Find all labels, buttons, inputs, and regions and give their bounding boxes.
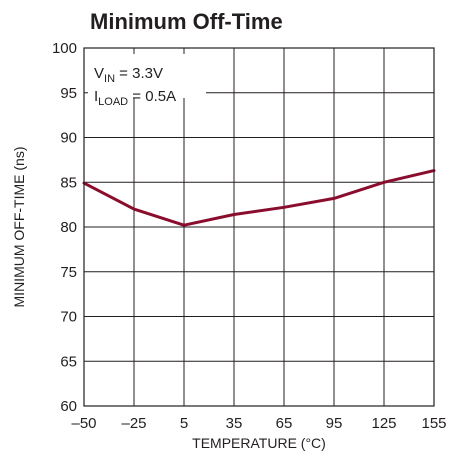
y-tick-label: 85 <box>60 174 77 191</box>
y-tick-label: 80 <box>60 219 77 236</box>
annotation-box: VIN = 3.3V ILOAD = 0.5A <box>88 54 206 108</box>
x-tick-label: 95 <box>326 415 343 432</box>
y-tick-label: 60 <box>60 398 77 415</box>
grid <box>84 48 434 406</box>
y-tick-label: 90 <box>60 130 77 147</box>
y-axis-label: MINIMUM OFF-TIME (ns) <box>11 147 27 308</box>
x-tick-label: –50 <box>71 415 96 432</box>
y-tick-label: 95 <box>60 85 77 102</box>
x-tick-label: 125 <box>371 415 396 432</box>
y-tick-label: 75 <box>60 264 77 281</box>
y-tick-label: 70 <box>60 309 77 326</box>
x-axis-label: TEMPERATURE (°C) <box>192 435 326 451</box>
annotation-background <box>88 54 206 98</box>
x-tick-label: 5 <box>180 415 188 432</box>
plot-frame <box>83 47 435 407</box>
series-layer <box>82 169 436 227</box>
x-tick-label: –25 <box>121 415 146 432</box>
annotation-iload: ILOAD = 0.5A <box>94 88 176 108</box>
x-tick-label: 155 <box>421 415 446 432</box>
annotation-vin: VIN = 3.3V <box>94 65 163 85</box>
tick-labels: –50 –25 5 35 65 95 125 155 60 65 70 75 80 85 90 95 100 <box>52 40 447 432</box>
x-tick-label: 65 <box>276 415 293 432</box>
chart-title: Minimum Off-Time <box>90 9 283 34</box>
series-line <box>82 169 436 227</box>
x-tick-label: 35 <box>226 415 243 432</box>
y-tick-label: 65 <box>60 353 77 370</box>
y-tick-label: 100 <box>52 40 77 57</box>
